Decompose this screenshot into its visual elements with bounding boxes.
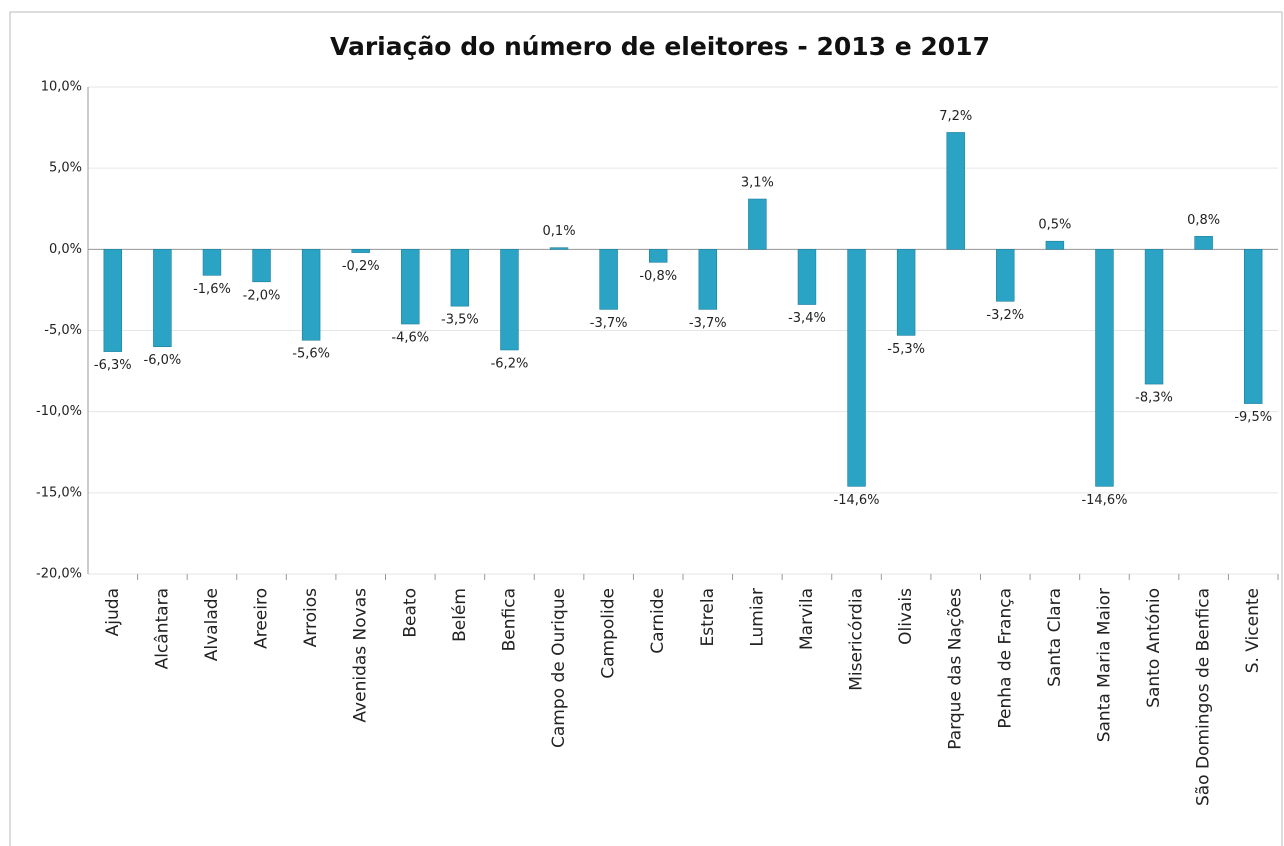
x-tick-label: Penha de França: [995, 588, 1015, 729]
bar: [351, 249, 370, 253]
bar: [896, 249, 916, 336]
bar: [599, 249, 618, 310]
bar: [252, 249, 271, 283]
data-label: -5,3%: [887, 342, 925, 357]
data-label: 7,2%: [939, 109, 972, 124]
x-tick-label: Arroios: [301, 588, 321, 647]
data-label: -6,0%: [144, 353, 182, 368]
x-tick-label: Marvila: [797, 588, 817, 650]
x-tick-label: São Domingos de Benfica: [1194, 588, 1214, 806]
data-label: -0,8%: [639, 269, 677, 284]
x-tick-label: Alvalade: [202, 588, 222, 661]
x-tick-label: Areeiro: [252, 588, 272, 649]
x-tick-label: S. Vicente: [1243, 588, 1263, 673]
x-tick-label: Santa Clara: [1045, 588, 1065, 687]
x-tick-label: Ajuda: [103, 588, 123, 636]
data-label: -14,6%: [834, 493, 880, 508]
x-tick-label: Avenidas Novas: [351, 588, 371, 723]
bar: [202, 249, 222, 276]
data-label: -3,4%: [788, 311, 826, 326]
data-label: -3,7%: [590, 316, 628, 331]
data-label: -0,2%: [342, 259, 380, 274]
data-label: -8,3%: [1135, 391, 1173, 406]
data-label: 0,8%: [1187, 213, 1220, 228]
bar: [500, 249, 519, 351]
x-tick-label: Beato: [400, 588, 420, 638]
x-tick-label: Alcântara: [152, 588, 172, 669]
x-tick-label: Estrela: [698, 588, 718, 646]
bar: [1045, 240, 1065, 250]
data-label: 0,5%: [1038, 218, 1071, 233]
bar: [748, 198, 767, 250]
data-label: -9,5%: [1234, 410, 1272, 425]
bar: [698, 249, 718, 310]
bar: [103, 249, 123, 352]
y-tick-label: 0,0%: [49, 242, 82, 257]
bar: [153, 249, 172, 348]
data-label: -2,0%: [243, 288, 281, 303]
bar: [1243, 249, 1263, 404]
x-tick-label: Carnide: [648, 588, 668, 654]
bar: [648, 249, 668, 263]
y-tick-label: 5,0%: [49, 161, 82, 176]
bar: [1144, 249, 1164, 385]
chart-title: Variação do número de eleitores - 2013 e…: [330, 32, 990, 61]
data-label: -14,6%: [1081, 493, 1127, 508]
bar: [401, 249, 420, 325]
data-label: -3,7%: [689, 316, 727, 331]
bar: [301, 249, 321, 341]
bar: [847, 249, 866, 487]
bar: [1095, 249, 1114, 487]
data-label: -6,2%: [491, 356, 529, 371]
data-label: 3,1%: [741, 176, 774, 191]
y-tick-label: 10,0%: [41, 80, 82, 95]
data-label: -6,3%: [94, 358, 132, 373]
x-tick-label: Benfica: [499, 588, 519, 651]
x-tick-label: Santo António: [1144, 588, 1164, 708]
bar: [946, 132, 965, 250]
data-label: -3,2%: [986, 308, 1024, 323]
y-tick-label: -20,0%: [36, 567, 82, 582]
x-tick-label: Campolide: [599, 588, 619, 679]
y-tick-label: -10,0%: [36, 404, 82, 419]
y-tick-label: -5,0%: [44, 323, 82, 338]
bar: [797, 249, 817, 305]
chart-frame: [9, 11, 1283, 846]
data-label: -5,6%: [292, 347, 330, 362]
bar: [996, 249, 1015, 302]
x-tick-label: Campo de Ourique: [549, 588, 569, 748]
bar: [450, 249, 470, 307]
data-label: 0,1%: [543, 224, 576, 239]
data-label: -1,6%: [193, 282, 231, 297]
data-label: -4,6%: [391, 331, 429, 346]
x-tick-label: Lumiar: [747, 588, 767, 647]
x-tick-label: Santa Maria Maior: [1094, 588, 1114, 742]
bar: [1194, 236, 1213, 250]
x-tick-label: Belém: [450, 588, 470, 642]
x-tick-label: Misericórdia: [847, 588, 867, 691]
y-tick-label: -15,0%: [36, 485, 82, 500]
x-tick-label: Parque das Nações: [946, 588, 966, 750]
bar: [549, 247, 569, 250]
x-tick-label: Olivais: [896, 588, 916, 645]
data-label: -3,5%: [441, 313, 479, 328]
